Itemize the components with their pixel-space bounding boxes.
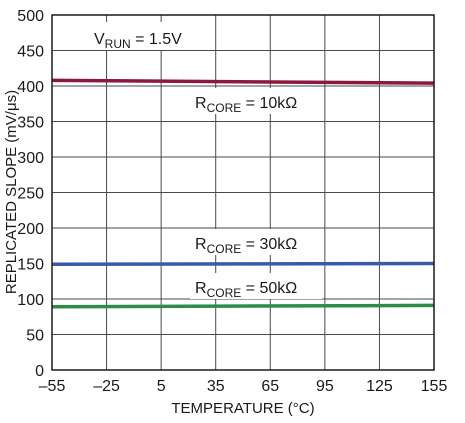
series-line-2 (51, 261, 435, 266)
rcore-10k-annotation-background (190, 88, 322, 114)
vrun-label-rest: = 1.5V (131, 31, 182, 48)
y-tick-label: 350 (17, 115, 44, 132)
rcore-50k-annotation-background (190, 273, 322, 299)
rcore-30k-label-rest: = 30kΩ (241, 236, 297, 253)
vrun-label-main: V (94, 31, 105, 48)
vrun-annotation: VRUN = 1.5V (88, 22, 206, 51)
y-tick-label: 200 (17, 221, 44, 238)
rcore-50k-label-rest: = 50kΩ (241, 280, 297, 297)
y-axis-label: REPLICATED SLOPE (mV/μs) (3, 90, 20, 294)
y-tick-label: 50 (26, 328, 44, 345)
rcore-50k-label-main: R (195, 280, 207, 297)
x-tick-label: 125 (366, 378, 393, 395)
y-tick-label: 400 (17, 79, 44, 96)
vrun-annotation-background (88, 22, 206, 50)
grid (52, 15, 434, 370)
x-axis-ticks: –55 –25 5 35 65 95 125 155 (39, 378, 448, 395)
x-tick-label: –55 (39, 378, 66, 395)
x-tick-label: –25 (93, 378, 120, 395)
series-lines (51, 78, 435, 309)
rcore-10k-label-sub: CORE (207, 101, 242, 115)
rcore-50k-annotation: RCORE = 50kΩ (190, 273, 322, 300)
rcore-50k-label-sub: CORE (207, 286, 242, 300)
series-line-1 (51, 78, 435, 85)
rcore-30k-label-sub: CORE (207, 242, 242, 256)
rcore-10k-label-main: R (195, 95, 207, 112)
x-tick-label: 95 (316, 378, 334, 395)
y-tick-label: 450 (17, 44, 44, 61)
x-tick-label: 35 (207, 378, 225, 395)
vrun-label: VRUN = 1.5V (94, 31, 182, 51)
x-axis-label: TEMPERATURE (°C) (171, 400, 314, 417)
y-tick-label: 500 (17, 8, 44, 25)
x-tick-label: 5 (157, 378, 166, 395)
plot-frame (51, 14, 435, 371)
series-line-3 (51, 303, 435, 309)
rcore-50k-label: RCORE = 50kΩ (195, 280, 297, 300)
y-tick-label: 0 (35, 363, 44, 380)
y-tick-label: 150 (17, 257, 44, 274)
y-axis-ticks: 0 50 100 150 200 250 300 350 400 450 500 (17, 8, 44, 380)
y-tick-label: 300 (17, 150, 44, 167)
y-tick-label: 250 (17, 186, 44, 203)
x-tick-label: 155 (421, 378, 448, 395)
rcore-10k-label: RCORE = 10kΩ (195, 95, 297, 115)
rcore-30k-label-main: R (195, 236, 207, 253)
rcore-10k-label-rest: = 10kΩ (241, 95, 297, 112)
rcore-30k-annotation-background (190, 229, 322, 255)
y-tick-label: 100 (17, 292, 44, 309)
x-tick-label: 65 (261, 378, 279, 395)
rcore-30k-label: RCORE = 30kΩ (195, 236, 297, 256)
vrun-label-sub: RUN (105, 37, 131, 51)
rcore-10k-annotation: RCORE = 10kΩ (190, 88, 322, 115)
rcore-30k-annotation: RCORE = 30kΩ (190, 229, 322, 256)
